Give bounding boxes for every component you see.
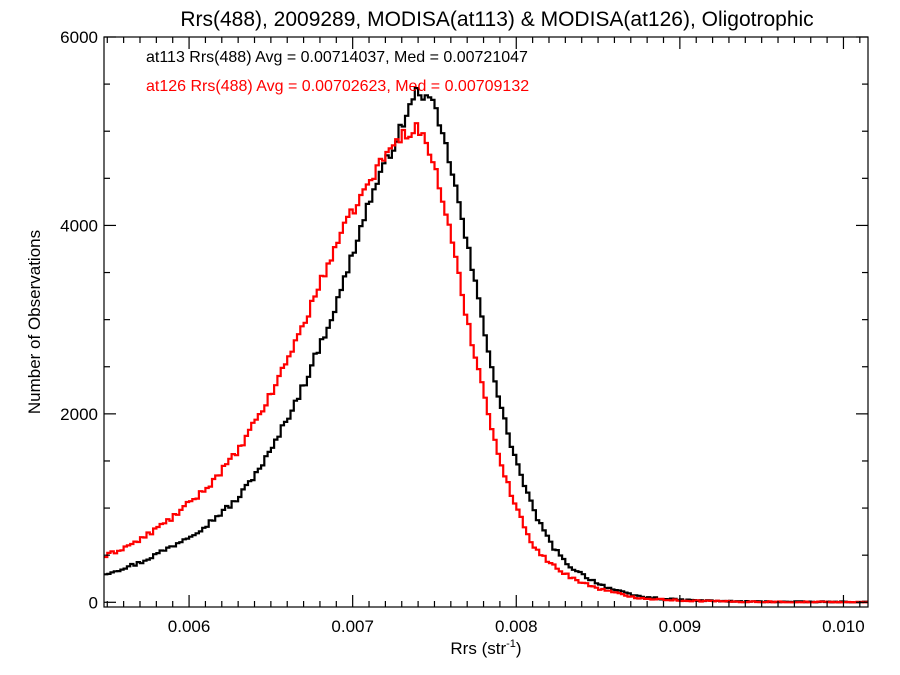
x-axis-label-close: ) [516, 639, 522, 658]
x-axis-label-main: Rrs (str [450, 639, 506, 658]
annotation-at113: at113 Rrs(488) Avg = 0.00714037, Med = 0… [146, 49, 528, 66]
y-tick-label: 2000 [60, 405, 98, 424]
x-tick-label: 0.009 [659, 617, 702, 636]
series-layer [104, 87, 868, 604]
y-axis-label: Number of Observations [25, 230, 44, 414]
y-tick-label: 4000 [60, 216, 98, 235]
y-tick-label: 6000 [60, 28, 98, 47]
annotation-at126: at126 Rrs(488) Avg = 0.00702623, Med = 0… [146, 78, 529, 95]
x-tick-label: 0.010 [822, 617, 865, 636]
axis-ticks [104, 36, 868, 607]
chart-title: Rrs(488), 2009289, MODISA(at113) & MODIS… [180, 8, 813, 31]
x-axis-label-superscript: -1 [506, 638, 516, 650]
y-tick-label: 0 [89, 593, 98, 612]
x-tick-label: 0.007 [331, 617, 374, 636]
series-at113-line [104, 87, 868, 604]
plot-frame [103, 36, 869, 608]
x-axis-label: Rrs (str-1) [450, 638, 521, 658]
x-tick-label: 0.008 [495, 617, 538, 636]
series-at126-line [104, 122, 868, 604]
x-tick-label: 0.006 [168, 617, 211, 636]
axis-tick-labels: 0.006 0.007 0.008 0.009 0.010 0 2000 4000 6000 [60, 28, 865, 636]
